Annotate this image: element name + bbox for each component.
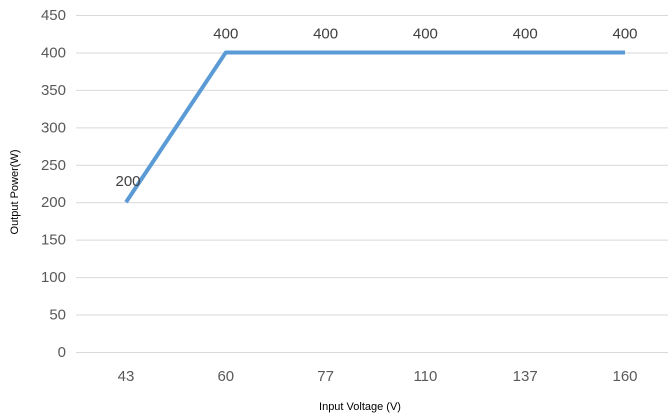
series-group (124, 50, 625, 204)
x-tick-label: 137 (513, 368, 538, 385)
data-label: 200 (115, 173, 140, 190)
data-label: 400 (413, 25, 438, 42)
y-tick-label: 450 (41, 7, 66, 24)
y-tick-label: 300 (41, 119, 66, 136)
y-tick-label: 250 (41, 157, 66, 174)
y-axis-tick-labels: 0 50 100 150 200 250 300 350 400 450 (41, 7, 66, 361)
gridlines (76, 15, 668, 353)
y-tick-label: 200 (41, 194, 66, 211)
x-axis-title: Input Voltage (V) (319, 401, 401, 413)
x-tick-label: 43 (118, 368, 135, 385)
x-axis-tick-labels: 43 60 77 110 137 160 (118, 368, 638, 385)
data-label: 400 (213, 25, 238, 42)
y-axis-title: Output Power(W) (9, 150, 21, 235)
x-tick-label: 77 (317, 368, 334, 385)
series-line (124, 50, 625, 204)
y-tick-label: 150 (41, 232, 66, 249)
data-labels: 200 400 400 400 400 400 (115, 25, 637, 190)
y-tick-label: 350 (41, 82, 66, 99)
x-tick-label: 60 (217, 368, 234, 385)
data-label: 400 (313, 25, 338, 42)
x-tick-label: 110 (413, 368, 437, 385)
y-tick-label: 100 (41, 269, 66, 286)
data-label: 400 (612, 25, 637, 42)
y-tick-label: 50 (49, 307, 66, 324)
y-tick-label: 400 (41, 44, 66, 61)
y-tick-label: 0 (58, 344, 66, 361)
data-label: 400 (513, 25, 538, 42)
x-tick-label: 160 (612, 368, 637, 385)
